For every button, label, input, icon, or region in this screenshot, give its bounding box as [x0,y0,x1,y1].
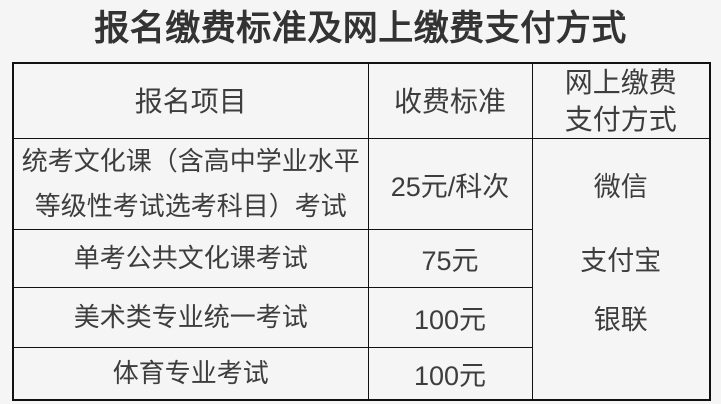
payment-method-wechat: 微信 [593,172,648,203]
payment-methods-cell: 微信 支付宝 银联 [531,138,711,400]
page-title: 报名缴费标准及网上缴费支付方式 [94,9,627,48]
fee-cell-fine-arts-exam: 100元 [367,287,533,348]
payment-method-alipay: 支付宝 [580,246,662,277]
item-cell-separate-public-culture-exam: 单考公共文化课考试 [12,229,369,288]
item-cell-unified-culture-exam: 统考文化课（含高中学业水平 等级性考试选考科目）考试 [12,138,369,230]
fee-cell-unified-culture-exam: 25元/科次 [367,138,533,230]
column-header-payment: 网上缴费 支付方式 [531,62,711,139]
table-row: 体育专业考试 100元 [12,347,710,400]
column-header-item: 报名项目 [12,62,369,139]
table-header-row: 报名项目 收费标准 网上缴费 支付方式 [12,62,711,139]
fee-cell-separate-public-culture-exam: 75元 [367,229,533,288]
table-row: 统考文化课（含高中学业水平 等级性考试选考科目）考试 25元/科次 微信 支付宝… [12,138,711,400]
item-cell-fine-arts-exam: 美术类专业统一考试 [12,287,369,348]
fee-table: 报名项目 收费标准 网上缴费 支付方式 统考文化课（含高中学业水平 等级性考试选… [12,62,711,401]
item-cell-sports-exam: 体育专业考试 [12,347,369,400]
table-row: 单考公共文化课考试 75元 [12,229,710,288]
payment-cell-spacer [533,348,710,398]
fee-cell-sports-exam: 100元 [367,347,533,400]
payment-method-unionpay: 银联 [593,305,648,336]
column-header-fee: 收费标准 [367,62,533,139]
